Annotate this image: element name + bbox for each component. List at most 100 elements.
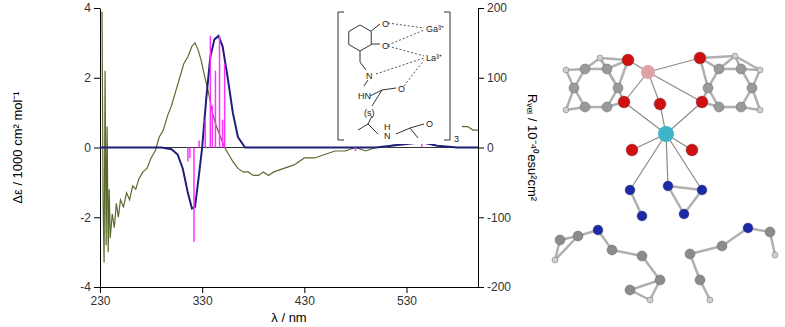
stick-bar — [187, 148, 189, 162]
atom — [757, 67, 763, 73]
x-axis-tick: 530 — [397, 287, 417, 308]
y-axis-tick-label: -4 — [80, 280, 91, 294]
bond — [360, 62, 366, 70]
structure-label: N — [366, 71, 373, 81]
coordination-bond — [388, 23, 424, 28]
y-axis-tick: 0 — [84, 141, 100, 155]
y2-axis-tick: -100 — [478, 211, 511, 225]
atom — [593, 225, 603, 235]
y-axis-tick: 4 — [84, 1, 100, 15]
bond — [410, 128, 418, 138]
atom — [696, 96, 708, 108]
stick-bar — [193, 148, 195, 242]
y2-axis: -200-1000100200 — [478, 1, 511, 294]
atom — [757, 107, 763, 113]
stick-bar — [355, 148, 357, 151]
metal-bond — [648, 72, 702, 102]
y2-axis-tick-mark — [478, 148, 484, 149]
atom — [736, 64, 746, 74]
y-axis-tick-label: 4 — [84, 1, 91, 15]
bracket — [444, 12, 450, 140]
molecule-picture — [552, 52, 778, 303]
atom — [626, 144, 638, 156]
bracket — [338, 12, 344, 140]
structure-label: HN — [358, 91, 371, 101]
x-axis-tick: 330 — [193, 287, 213, 308]
metal-bond — [666, 134, 702, 190]
atom — [717, 241, 727, 251]
y-axis-tick-mark — [94, 78, 100, 79]
x-axis-tick-mark — [100, 287, 101, 293]
atom — [654, 98, 666, 110]
x-axis: 230 330 430 530 — [90, 287, 478, 308]
structure-label: N — [384, 131, 391, 141]
x-axis-tick: 430 — [295, 287, 315, 308]
atom — [663, 181, 673, 191]
x-axis-line — [101, 287, 479, 288]
y2-axis-tick-mark — [478, 287, 484, 288]
atom — [732, 53, 738, 59]
x-axis-tick-label: 530 — [397, 294, 417, 308]
stick-bar — [224, 64, 226, 148]
atom — [602, 64, 612, 74]
y2-axis-tick-mark — [478, 217, 484, 218]
structure-label: (s) — [364, 108, 375, 118]
atom — [743, 223, 753, 233]
atom-ga — [641, 65, 655, 79]
atom — [625, 185, 635, 195]
atom — [552, 257, 558, 263]
benzene-ring — [349, 25, 372, 51]
atom — [597, 55, 603, 61]
structure-label: La³⁺ — [426, 53, 442, 63]
y-axis-tick: 2 — [84, 71, 100, 85]
atom — [714, 64, 724, 74]
stick-bar — [222, 120, 224, 148]
y2-axis-title: Rᵥₑₗ / 10⁻⁴⁰esu²cm² — [525, 94, 540, 202]
atom — [580, 102, 590, 112]
bond — [371, 24, 380, 31]
metal-bond — [630, 134, 666, 190]
y-axis-tick: -4 — [80, 280, 100, 294]
bond — [371, 44, 380, 45]
atom — [555, 235, 565, 245]
x-axis-tick-label: 230 — [90, 294, 110, 308]
atom — [772, 252, 778, 258]
atom — [647, 297, 653, 303]
bond — [410, 124, 424, 128]
coordination-bond — [404, 60, 424, 86]
chart-svg: 230330430530-4-2024-200-1000100200λ / nm… — [0, 0, 785, 327]
atom — [679, 209, 689, 219]
atom — [707, 297, 713, 303]
bond — [368, 124, 378, 134]
y2-axis-tick-label: 100 — [487, 71, 507, 85]
y-axis-tick-label: 0 — [84, 141, 91, 155]
x-axis-tick-mark — [202, 287, 203, 293]
y2-axis-tick-mark — [478, 8, 484, 9]
structure-inset: OOGa³⁺La³⁺NHNO(s)HNO3 — [336, 10, 462, 144]
stick-bar — [204, 120, 206, 148]
stick-bar — [215, 71, 217, 148]
atom — [563, 67, 569, 73]
atom — [618, 96, 630, 108]
atom — [607, 245, 617, 255]
structure-label: O — [382, 19, 389, 29]
metal-bond — [648, 58, 700, 72]
stick-bar — [198, 141, 200, 148]
atom — [625, 285, 635, 295]
bond — [372, 90, 382, 106]
atom — [655, 275, 665, 285]
atom — [736, 102, 746, 112]
atom — [613, 83, 623, 93]
coordination-bond — [376, 58, 424, 74]
y-axis-tick-mark — [94, 8, 100, 9]
stick-bar — [189, 148, 191, 158]
atom — [747, 83, 757, 93]
atom — [685, 249, 695, 259]
y2-axis-tick-label: 200 — [487, 1, 507, 15]
atom — [703, 83, 713, 93]
atom — [563, 107, 569, 113]
x-axis-title: λ / nm — [271, 310, 306, 325]
atom-la — [658, 126, 674, 142]
y-axis-tick-mark — [94, 217, 100, 218]
stick-bar — [212, 106, 214, 148]
